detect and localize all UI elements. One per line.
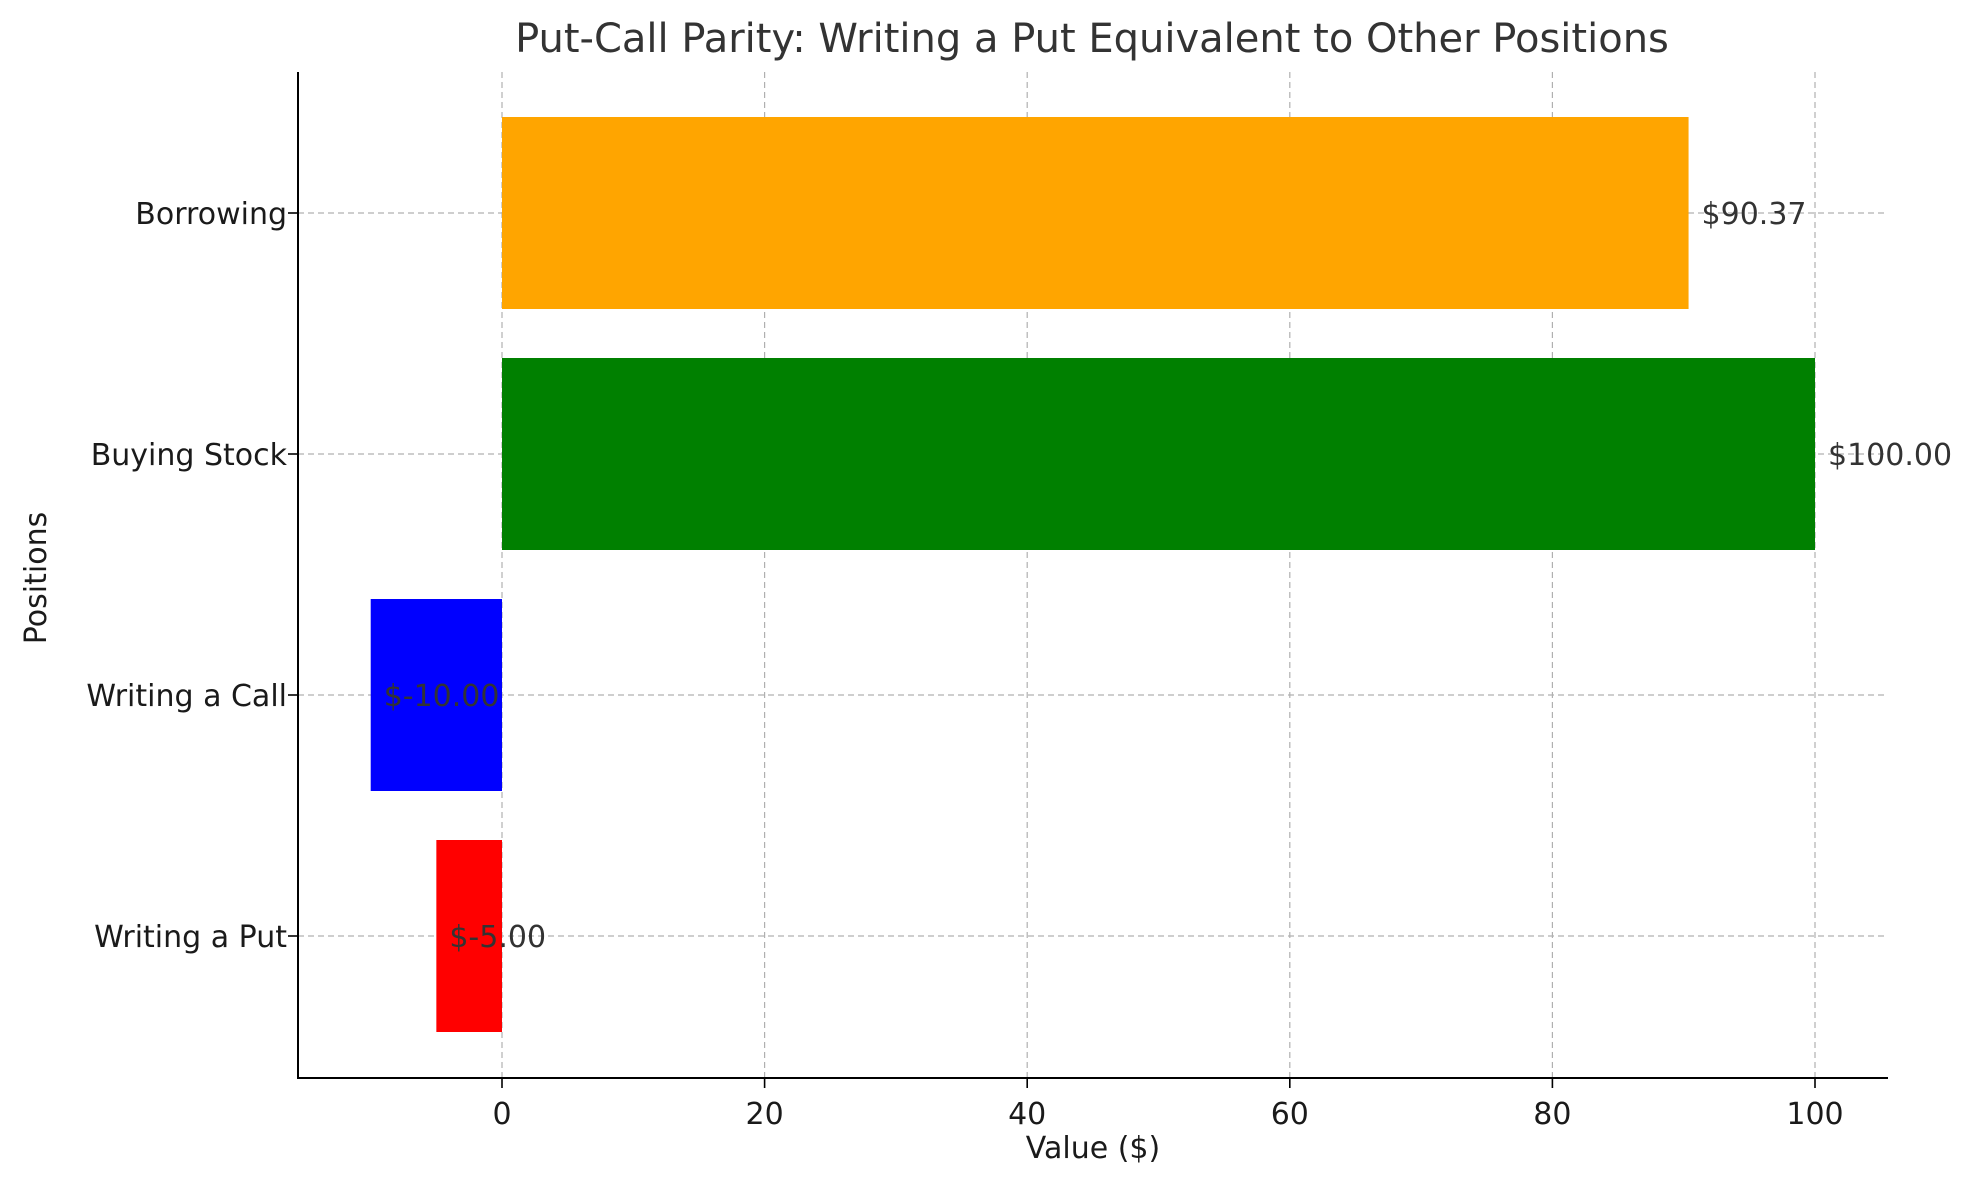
x-tick-label: 100 — [1786, 1097, 1843, 1132]
axes — [297, 72, 1888, 1079]
x-tick-label: 40 — [1008, 1097, 1046, 1132]
plot-axes — [297, 72, 1888, 1079]
data-labels: $-5.00 $-10.00 $100.00 $90.37 — [384, 197, 1952, 955]
bar — [436, 840, 502, 1032]
data-label: $-5.00 — [449, 920, 546, 955]
y-tick-label: Buying Stock — [91, 438, 288, 473]
y-tick-label: Writing a Call — [86, 679, 287, 714]
x-axis-label: Value ($) — [1026, 1131, 1160, 1166]
chart-title: Put-Call Parity: Writing a Put Equivalen… — [515, 16, 1669, 62]
data-label: $-10.00 — [384, 679, 500, 714]
x-tick-label: 0 — [492, 1097, 511, 1132]
x-tick-label: 80 — [1533, 1097, 1571, 1132]
y-axis-label: Positions — [19, 512, 54, 644]
bar — [502, 358, 1815, 550]
bars — [370, 117, 1815, 1032]
y-tick-label: Borrowing — [135, 197, 287, 232]
ticks: 0 20 40 60 80 100 Writing a Put Writing a Call B… — [86, 197, 1843, 1132]
x-tick-label: 20 — [746, 1097, 784, 1132]
bar — [502, 117, 1689, 309]
data-label: $90.37 — [1702, 197, 1807, 232]
data-label: $100.00 — [1828, 438, 1952, 473]
bar — [370, 599, 502, 791]
y-tick-label: Writing a Put — [94, 920, 287, 955]
x-tick-label: 60 — [1271, 1097, 1309, 1132]
